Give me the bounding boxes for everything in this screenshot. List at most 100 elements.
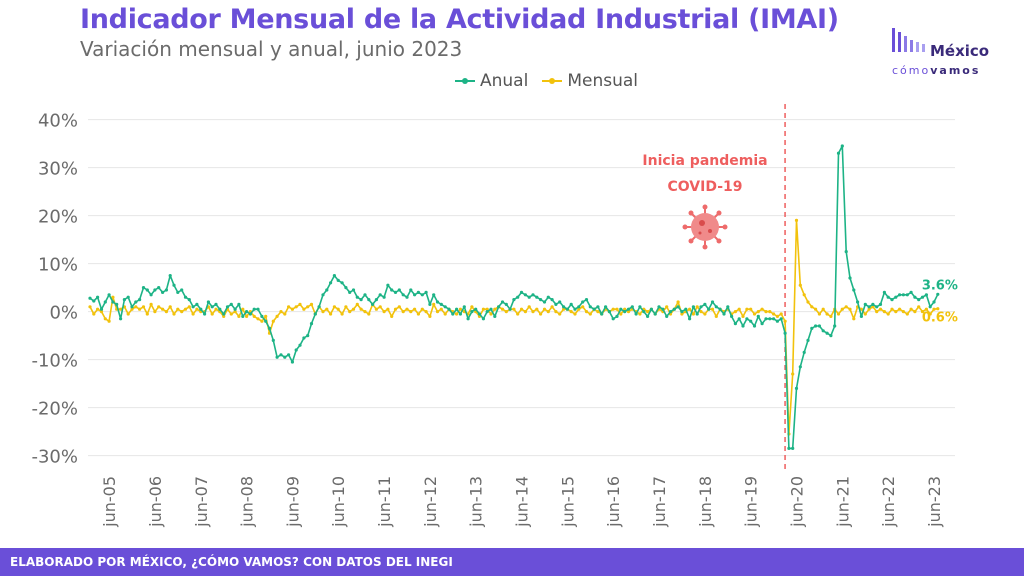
x-tick-label: jun-16 (604, 476, 623, 528)
data-point (138, 298, 142, 302)
data-point (814, 307, 818, 311)
data-point (898, 307, 902, 311)
data-point (390, 288, 394, 292)
data-point (737, 307, 741, 311)
data-point (829, 334, 833, 338)
data-point (313, 312, 317, 316)
data-point (848, 276, 852, 280)
data-point (107, 293, 111, 297)
data-point (466, 317, 470, 321)
data-point (432, 293, 436, 297)
data-point (130, 305, 134, 309)
footer-bar: ELABORADO POR MÉXICO, ¿CÓMO VAMOS? CON D… (0, 548, 1024, 576)
x-tick-label: jun-13 (467, 476, 486, 528)
data-point (161, 290, 165, 294)
series-layer (88, 144, 940, 450)
data-point (393, 290, 398, 294)
data-point (512, 307, 516, 311)
logo-text-mexico: México (930, 42, 990, 60)
data-point (657, 305, 661, 309)
y-axis: -30% -20% -10% 0% 10% 20% 30% 40% (31, 111, 78, 468)
data-point (493, 314, 497, 318)
data-point (348, 290, 352, 294)
data-point (298, 343, 302, 347)
data-point (493, 307, 497, 311)
data-point (569, 310, 573, 314)
data-point (470, 310, 474, 314)
data-point (878, 307, 883, 311)
data-point (542, 307, 547, 311)
data-point (119, 307, 123, 311)
data-point (584, 298, 589, 302)
data-point (577, 307, 581, 311)
data-point (149, 293, 153, 297)
data-point (233, 310, 237, 314)
data-point (638, 312, 642, 316)
data-point (260, 319, 264, 323)
data-point (153, 310, 157, 314)
data-point (649, 307, 654, 311)
y-tick-label: -10% (31, 351, 78, 372)
data-point (241, 314, 245, 318)
data-point (99, 307, 104, 311)
data-point (229, 302, 233, 306)
data-point (161, 307, 165, 311)
data-point (779, 312, 783, 316)
data-point (928, 305, 932, 309)
data-point (791, 372, 795, 376)
data-point (737, 317, 741, 321)
data-point (141, 286, 146, 290)
legend-label-mensual: Mensual (567, 71, 639, 91)
data-point (329, 312, 333, 316)
data-point (810, 326, 814, 330)
data-point (374, 298, 378, 302)
data-point (504, 302, 508, 306)
data-point (542, 300, 547, 304)
x-tick-label: jun-21 (833, 476, 852, 528)
data-point (523, 293, 528, 297)
data-point (928, 312, 932, 316)
data-point (290, 360, 294, 364)
data-point (623, 310, 627, 314)
data-point (275, 314, 279, 318)
data-point (130, 307, 134, 311)
data-point (386, 307, 390, 311)
data-point (703, 312, 707, 316)
series-points-anual (88, 144, 940, 450)
data-point (898, 293, 902, 297)
data-point (569, 302, 573, 306)
data-point (260, 314, 264, 318)
y-tick-label: -20% (31, 399, 78, 420)
data-point (359, 298, 363, 302)
data-point (836, 312, 841, 316)
data-point (321, 293, 325, 297)
data-point (416, 290, 420, 294)
data-point (458, 307, 462, 311)
data-point (393, 307, 398, 311)
data-point (489, 307, 493, 311)
data-point (901, 310, 906, 314)
series-line-mensual (89, 219, 938, 435)
data-point (508, 307, 512, 311)
data-point (550, 305, 554, 309)
data-point (306, 334, 310, 338)
data-point (630, 305, 634, 309)
data-point (562, 307, 566, 311)
x-tick-label: jun-07 (192, 476, 211, 528)
data-point (199, 307, 203, 311)
data-point (772, 317, 776, 321)
data-point (122, 298, 126, 302)
data-point (584, 310, 589, 314)
data-point (298, 302, 302, 306)
data-point (214, 302, 218, 306)
data-point (810, 305, 814, 309)
data-point (329, 281, 333, 285)
data-point (340, 312, 344, 316)
data-point (107, 319, 111, 323)
data-point (878, 302, 883, 306)
data-point (145, 288, 149, 292)
data-point (267, 326, 272, 330)
data-point (550, 298, 554, 302)
data-point (206, 300, 210, 304)
chart-subtitle: Variación mensual y anual, junio 2023 (80, 37, 463, 61)
